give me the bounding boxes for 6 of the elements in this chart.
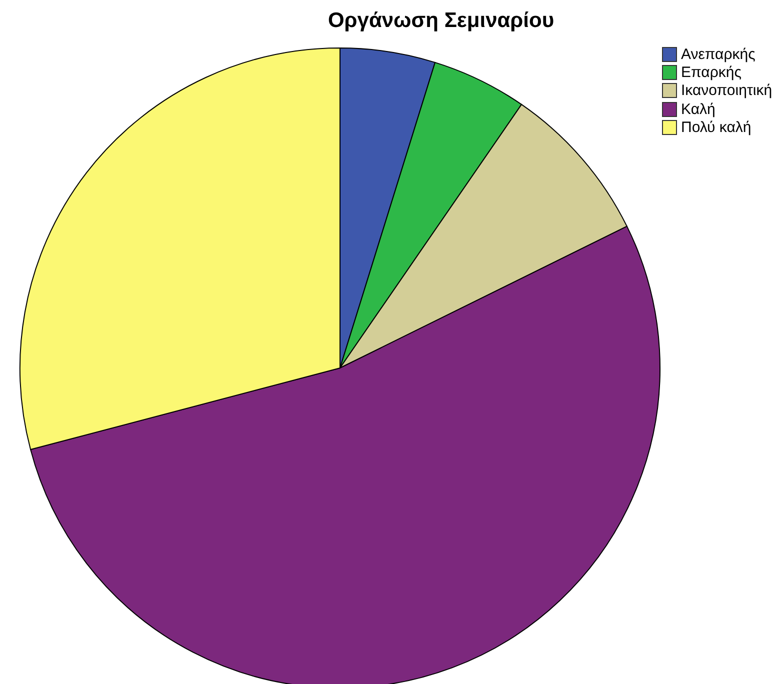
legend-label: Ικανοποιητική [681,82,772,100]
legend-label: Ανεπαρκής [681,46,756,63]
legend-label: Καλή [681,100,716,118]
legend-label: Επαρκής [681,64,742,81]
chart-title: Οργάνωση Σεμιναρίου [328,9,554,33]
legend-label: Πολύ καλή [681,118,752,136]
